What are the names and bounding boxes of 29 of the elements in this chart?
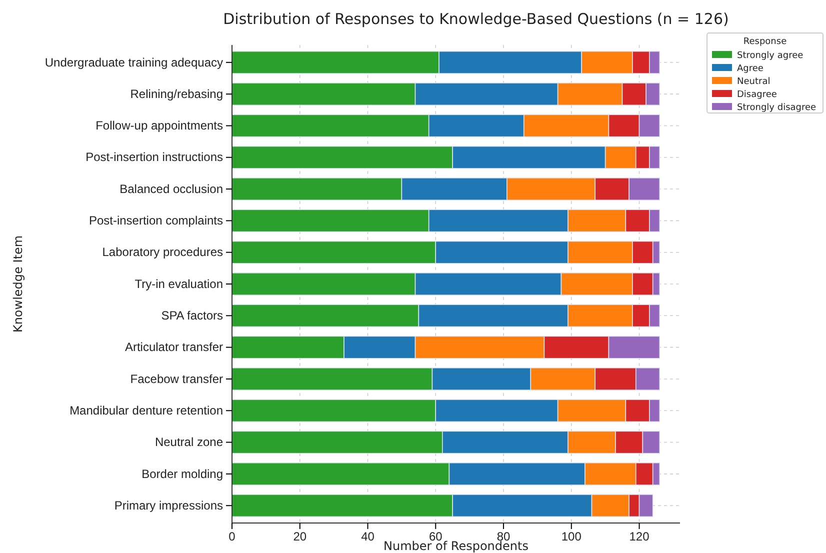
x-tick-label: 60 [428, 530, 443, 544]
legend-label: Strongly disagree [737, 103, 817, 113]
y-tick-label: Relining/rebasing [130, 86, 223, 101]
y-tick-label: Articulator transfer [124, 340, 223, 354]
y-tick-label: Primary impressions [114, 498, 223, 512]
chart-title: Distribution of Responses to Knowledge-Based Questions (n = 126) [223, 10, 729, 28]
y-axis-title: Knowledge Item [11, 235, 25, 333]
y-tick-label: Border molding [142, 466, 223, 481]
x-tick-label: 20 [293, 530, 307, 544]
y-tick-label: Facebow transfer [130, 372, 223, 386]
y-tick-label: Neutral zone [154, 435, 224, 450]
y-tick-label: Post-insertion complaints [88, 214, 223, 228]
y-tick-label: Try-in evaluation [134, 276, 223, 291]
y-tick-label: Balanced occlusion [120, 182, 223, 196]
y-tick-label: Laboratory procedures [102, 245, 223, 260]
legend-label: Strongly agree [737, 51, 804, 61]
y-tick-label: Undergraduate training adequacy [44, 55, 223, 70]
legend-label: Neutral [737, 77, 770, 87]
x-tick-label: 0 [228, 530, 236, 544]
y-tick-label: Mandibular denture retention [70, 403, 223, 418]
y-tick-label: Post-insertion instructions [86, 150, 223, 164]
x-tick-label: 100 [561, 530, 582, 544]
y-tick-label: SPA factors [161, 308, 223, 322]
x-tick-label: 120 [629, 530, 650, 544]
x-tick-label: 40 [361, 530, 375, 544]
legend-title: Response [743, 37, 788, 47]
y-tick-label: Follow-up appointments [96, 118, 223, 133]
legend-label: Agree [737, 64, 764, 74]
legend-label: Disagree [737, 90, 778, 100]
